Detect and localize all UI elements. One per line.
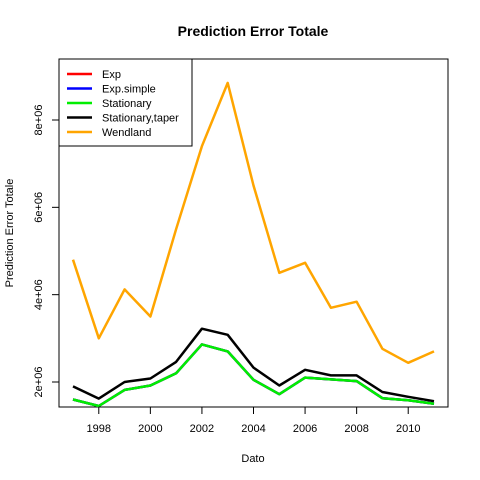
series-line-stationary-taper [72,327,435,403]
x-tick-label: 1998 [87,423,111,435]
x-tick-label: 2010 [396,423,420,435]
y-axis: 2e+06 4e+06 6e+06 8e+06 [33,105,60,398]
x-axis-label: Dato [241,453,264,465]
legend-label: Wendland [102,127,151,139]
series-line-stationary [72,343,435,408]
x-tick-label: 2006 [293,423,317,435]
y-tick-label: 8e+06 [33,105,45,136]
y-tick-label: 2e+06 [33,367,45,398]
x-tick-label: 2002 [190,423,214,435]
x-axis: 1998 2000 2002 2004 2006 2008 2010 [87,406,420,435]
x-tick-label: 2004 [241,423,265,435]
series-line-wendland [71,81,435,365]
y-tick-label: 4e+06 [33,279,45,310]
legend-label: Stationary,taper [102,113,179,125]
x-tick-label: 2000 [138,423,162,435]
y-tick-label: 6e+06 [33,192,45,223]
x-tick-label: 2008 [344,423,368,435]
chart-title: Prediction Error Totale [178,23,329,39]
series-layer [71,81,435,408]
legend-label: Exp [102,69,121,81]
legend: Exp Exp.simple Stationary Stationary,taper W… [58,58,193,147]
y-axis-label: Prediction Error Totale [4,179,16,288]
legend-label: Stationary [102,98,152,110]
legend-label: Exp.simple [102,84,156,96]
